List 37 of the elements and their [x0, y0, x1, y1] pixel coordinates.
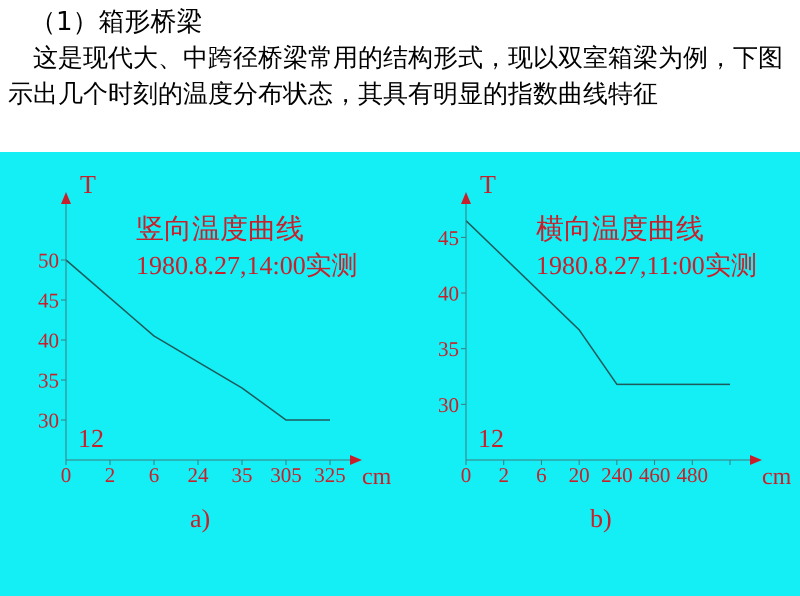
y-tick-label: 35	[438, 337, 459, 362]
y-tick-label: 45	[438, 226, 459, 250]
x-tick-label: 6	[536, 462, 547, 487]
text: a)	[190, 504, 210, 534]
x-tick-label: 0	[460, 462, 472, 487]
annotation: 1980.8.27,14:00实测	[136, 250, 358, 282]
y-axis-title: T	[480, 170, 496, 200]
y-tick-label: 50	[38, 248, 59, 272]
y-tick-label: 40	[438, 282, 459, 306]
y-tick-label: 30	[38, 408, 59, 432]
annotation: 1980.8.27,11:00实测	[536, 250, 757, 282]
x-tick-label: 6	[148, 462, 160, 487]
y-axis-title: T	[80, 170, 96, 200]
text: b)	[590, 504, 612, 534]
x-tick-label: 240	[601, 462, 633, 487]
annotation: 竖向温度曲线	[136, 213, 304, 247]
chart-title: （1）箱形桥梁	[30, 6, 203, 39]
x-tick-label: 35	[232, 462, 252, 487]
x-tick-label: 2	[498, 462, 509, 487]
y-tick-label: 30	[438, 392, 459, 417]
x-tick-label: 480	[676, 462, 708, 487]
y-tick-label: 45	[38, 288, 59, 312]
annotation: 横向温度曲线	[536, 213, 704, 247]
x-axis-title: cm	[762, 464, 792, 491]
x-tick-label: 0	[60, 462, 72, 487]
annotation: 12	[78, 424, 104, 454]
y-tick-label: 35	[38, 368, 59, 392]
x-tick-label: 325	[314, 462, 346, 487]
annotation: 12	[478, 424, 504, 454]
x-tick-label: 305	[270, 462, 302, 487]
x-tick-label: 2	[104, 462, 116, 487]
x-tick-label: 24	[188, 462, 209, 487]
chart-subtitle: 这是现代大、中跨径桥梁常用的结构形式，现以双室箱梁为例，下图示出几个时刻的温度分布状态，其具有明显的指数曲线特征	[8, 42, 784, 110]
x-tick-label: 460	[638, 462, 670, 487]
y-tick-label: 40	[38, 328, 59, 352]
x-tick-label: 20	[568, 462, 590, 487]
x-axis-title: cm	[362, 464, 392, 491]
